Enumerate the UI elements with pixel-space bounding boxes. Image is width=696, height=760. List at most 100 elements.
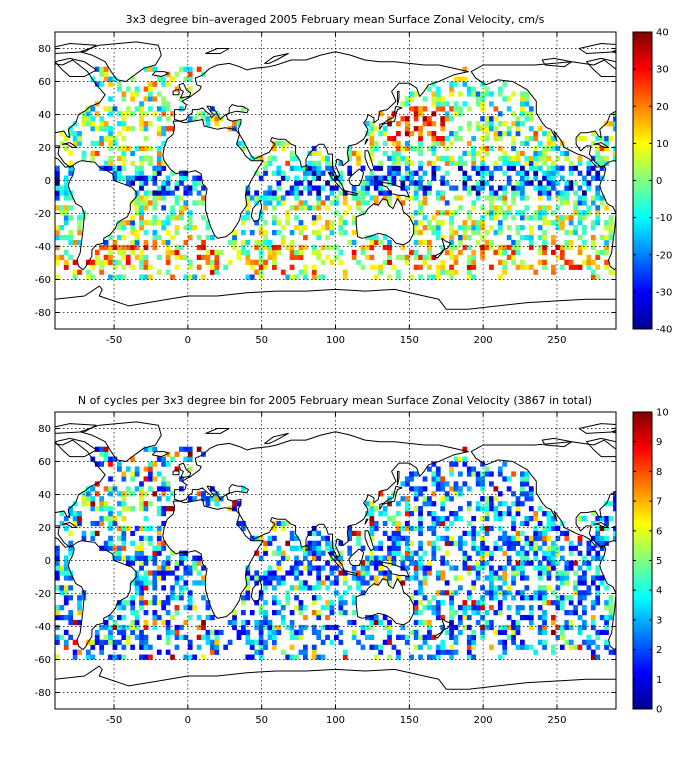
heatmap-cell [289, 644, 295, 650]
heatmap-cell [493, 511, 499, 517]
heatmap-cell [528, 644, 534, 650]
heatmap-cell [546, 185, 552, 191]
heatmap-cell [435, 140, 441, 147]
heatmap-cell [528, 496, 534, 502]
heatmap-cell [108, 486, 113, 492]
heatmap-cell [480, 254, 485, 260]
heatmap-cell [582, 605, 587, 611]
heatmap-cell [515, 180, 521, 186]
heatmap-cell [524, 96, 530, 102]
heatmap-cell [311, 175, 317, 181]
heatmap-cell [117, 86, 122, 92]
heatmap-cell [108, 249, 113, 256]
heatmap-cell [440, 234, 446, 241]
heatmap-cell [506, 590, 512, 596]
heatmap-cell [427, 264, 432, 270]
heatmap-cell [391, 560, 397, 566]
heatmap-cell [480, 614, 485, 621]
heatmap-cell [139, 491, 144, 497]
heatmap-cell [325, 575, 330, 581]
heatmap-cell [608, 220, 614, 226]
heatmap-cell [590, 600, 596, 606]
heatmap-cell [435, 101, 441, 107]
heatmap-cell [524, 111, 530, 117]
heatmap-cell [520, 170, 525, 176]
heatmap-cell [453, 111, 459, 117]
heatmap-cell [249, 654, 255, 660]
heatmap-cell [201, 239, 206, 246]
heatmap-cell [382, 244, 388, 251]
heatmap-cell [391, 150, 397, 157]
heatmap-cell [520, 644, 525, 650]
heatmap-cell [546, 511, 552, 517]
heatmap-cell [236, 121, 242, 127]
heatmap-cell [365, 185, 370, 191]
heatmap-cell [316, 195, 322, 201]
heatmap-cell [152, 446, 158, 452]
heatmap-cell [440, 210, 446, 216]
heatmap-cell [493, 131, 499, 137]
heatmap-cell [506, 175, 512, 181]
heatmap-cell [108, 135, 113, 142]
heatmap-cell [431, 150, 437, 157]
heatmap-cell [125, 555, 131, 561]
heatmap-cell [400, 580, 406, 586]
heatmap-cell [427, 644, 432, 650]
heatmap-cell [542, 530, 547, 537]
heatmap-cell [533, 145, 539, 152]
heatmap-cell [568, 185, 574, 191]
heatmap-cell [134, 614, 140, 621]
heatmap-cell [528, 545, 534, 551]
heatmap-cell [502, 200, 508, 206]
heatmap-cell [431, 274, 437, 280]
heatmap-cell [77, 610, 82, 616]
heatmap-cell [418, 491, 423, 497]
heatmap-cell [387, 624, 392, 631]
heatmap-cell [608, 121, 614, 127]
heatmap-cell [546, 135, 552, 142]
coastline [55, 421, 616, 709]
heatmap-cell [112, 140, 118, 147]
heatmap-cell [112, 624, 118, 631]
heatmap-cell [542, 565, 547, 571]
heatmap-cell [121, 155, 127, 161]
heatmap-cell [156, 131, 162, 137]
heatmap-cell [387, 155, 392, 161]
heatmap-cell [139, 185, 144, 191]
heatmap-cell [280, 550, 286, 556]
heatmap-cell [404, 639, 410, 645]
coastline-path [264, 53, 289, 64]
heatmap-cell [471, 249, 477, 256]
heatmap-cell [249, 535, 255, 541]
heatmap-cell [387, 249, 392, 256]
heatmap-cell [263, 165, 268, 171]
heatmap-cell [121, 111, 127, 117]
heatmap-cell [94, 111, 100, 117]
heatmap-cell [466, 269, 472, 275]
heatmap-cell [263, 244, 268, 251]
heatmap-cell [590, 555, 596, 561]
heatmap-cell [404, 140, 410, 147]
heatmap-cell [409, 476, 415, 482]
heatmap-cell [608, 135, 614, 142]
y-tick-label: -40 [35, 242, 51, 253]
heatmap-cell [276, 195, 282, 201]
heatmap-cell [471, 259, 477, 265]
heatmap-cell [294, 629, 299, 636]
heatmap-cell [369, 511, 375, 517]
heatmap-cell [152, 585, 158, 591]
heatmap-cell [489, 145, 494, 152]
heatmap-cell [325, 165, 330, 171]
heatmap-cell [568, 610, 574, 616]
heatmap-cell [480, 515, 485, 522]
heatmap-cell [280, 525, 286, 532]
coastline-path [364, 518, 369, 525]
heatmap-cell [577, 550, 583, 556]
heatmap-cell [139, 254, 144, 260]
heatmap-cell [413, 610, 419, 616]
heatmap-cell [484, 506, 490, 512]
heatmap-cell [440, 135, 446, 142]
heatmap-cell [156, 234, 162, 241]
heatmap-cell [431, 501, 437, 507]
heatmap-cell [471, 535, 477, 541]
